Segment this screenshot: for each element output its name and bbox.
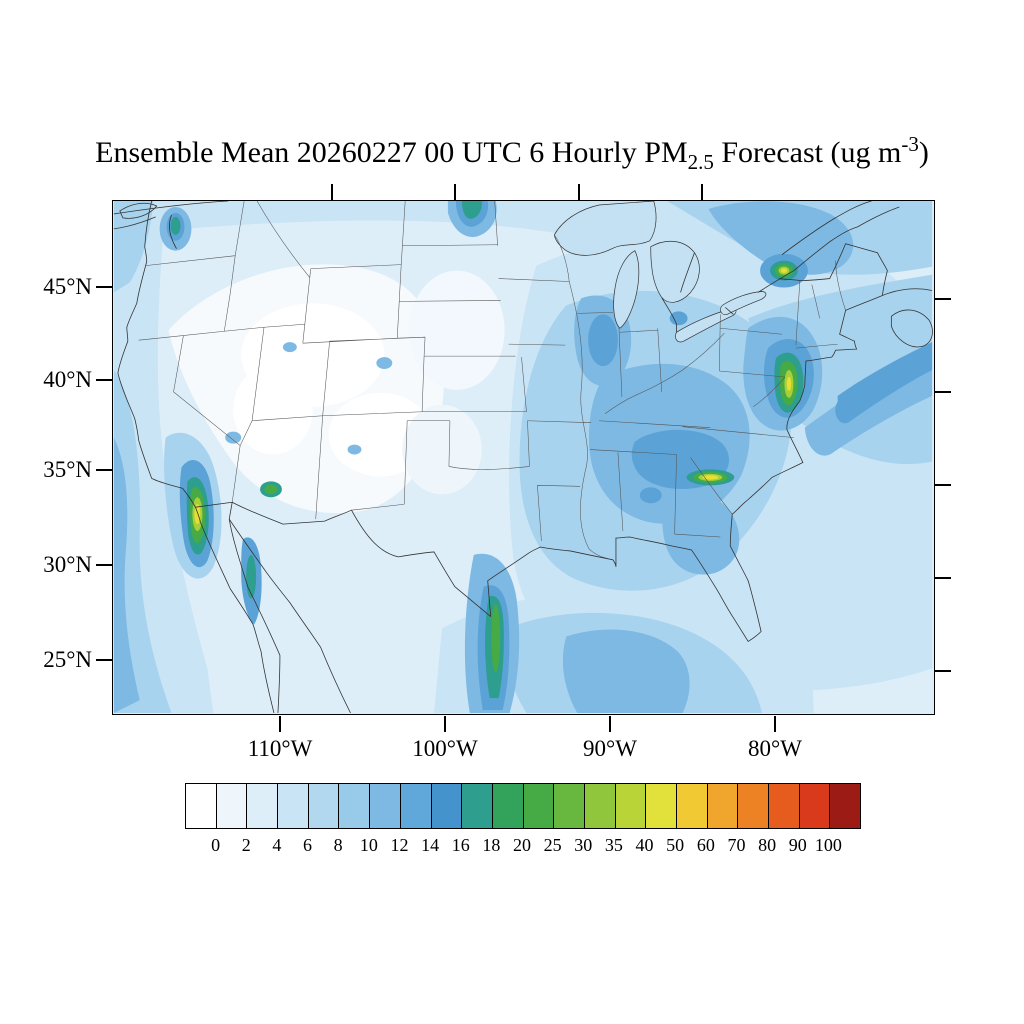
lon-label: 90°W <box>583 736 637 761</box>
colorbar-cell <box>308 784 340 828</box>
colorbar-cell <box>830 784 861 828</box>
lon-tick-bottom <box>609 716 611 732</box>
lon-tick-top <box>331 184 333 200</box>
colorbar-cell <box>707 784 739 828</box>
colorbar-tick-label: 80 <box>758 835 777 855</box>
lon-label: 80°W <box>748 736 802 761</box>
title-subscript: 2.5 <box>687 150 714 174</box>
colorbar-tick-label: 14 <box>421 835 440 855</box>
colorbar-tick-label: 8 <box>333 835 343 855</box>
colorbar-tick-label: 20 <box>513 835 531 855</box>
colorbar-cell <box>462 784 493 828</box>
lon-tick-top <box>701 184 703 200</box>
colorbar-cell <box>492 784 524 828</box>
colorbar-cell <box>615 784 647 828</box>
colorbar-tick-label: 60 <box>696 835 715 855</box>
lon-tick-bottom <box>444 716 446 732</box>
lon-label: 110°W <box>247 736 313 761</box>
colorbar-cell <box>216 784 248 828</box>
colorbar-tick-label: 35 <box>604 835 623 855</box>
colorbar-cell <box>677 784 708 828</box>
colorbar-cell <box>339 784 371 828</box>
colorbar-tick-label: 18 <box>482 835 501 855</box>
lat-tick-right <box>935 484 951 486</box>
colorbar-cell <box>247 784 279 828</box>
colorbar-cell <box>400 784 432 828</box>
lat-tick-right <box>935 391 951 393</box>
coastlines-borders <box>113 201 933 713</box>
map-frame <box>112 200 935 715</box>
lat-label: 40°N <box>43 367 92 392</box>
lat-tick-left <box>96 659 112 661</box>
colorbar-cell <box>370 784 401 828</box>
colorbar-cell <box>431 784 463 828</box>
colorbar-cell <box>554 784 585 828</box>
colorbar-tick-label: 50 <box>666 835 685 855</box>
lon-tick-bottom <box>774 716 776 732</box>
colorbar-tick-label: 100 <box>814 835 842 855</box>
lat-label: 25°N <box>43 647 92 672</box>
lat-tick-right <box>935 670 951 672</box>
title-suffix: ) <box>918 136 929 169</box>
lat-label: 45°N <box>43 274 92 299</box>
colorbar-tick-label: 25 <box>543 835 562 855</box>
colorbar-tick-label: 90 <box>788 835 807 855</box>
colorbar-cell <box>646 784 677 828</box>
colorbar-tick-label: 10 <box>359 835 378 855</box>
colorbar-tick-label: 12 <box>390 835 409 855</box>
lat-tick-left <box>96 286 112 288</box>
plot-title: Ensemble Mean 20260227 00 UTC 6 Hourly P… <box>0 132 1024 175</box>
title-superscript: -3 <box>901 132 919 156</box>
colorbar-cell <box>769 784 800 828</box>
lon-label: 100°W <box>412 736 478 761</box>
lat-tick-left <box>96 469 112 471</box>
conus-pm25-map <box>113 201 933 713</box>
colorbar-labels: 0 2 4 6 8 10 12 14 16 18 20 25 30 35 40 50 60 70 80 90 100 <box>185 835 859 859</box>
colorbar-cell <box>523 784 555 828</box>
colorbar-tick-label: 6 <box>303 835 313 855</box>
lat-tick-right <box>935 298 951 300</box>
colorbar-tick-label: 4 <box>272 835 282 855</box>
title-middle: Forecast (ug m <box>713 136 902 169</box>
lat-label: 35°N <box>43 457 92 482</box>
colorbar-tick-label: 2 <box>241 835 251 855</box>
lat-label: 30°N <box>43 552 92 577</box>
colorbar-cell <box>738 784 770 828</box>
great-lakes <box>553 201 767 343</box>
colorbar-cell <box>278 784 309 828</box>
pm-field <box>113 201 933 713</box>
colorbar-tick-label: 30 <box>574 835 593 855</box>
title-prefix: Ensemble Mean 20260227 00 UTC 6 Hourly P… <box>95 136 688 169</box>
colorbar-tick-label: 0 <box>211 835 221 855</box>
colorbar-tick-label: 70 <box>727 835 746 855</box>
colorbar-tick-label: 40 <box>635 835 654 855</box>
lon-tick-top <box>454 184 456 200</box>
lon-tick-top <box>578 184 580 200</box>
colorbar-cell <box>799 784 831 828</box>
lat-tick-right <box>935 577 951 579</box>
colorbar-cell <box>584 784 616 828</box>
colorbar-cell <box>186 784 217 828</box>
lat-tick-left <box>96 379 112 381</box>
state-boundaries <box>138 201 846 561</box>
colorbar <box>185 783 861 829</box>
colorbar-tick-label: 16 <box>451 835 470 855</box>
lon-tick-bottom <box>279 716 281 732</box>
lat-tick-left <box>96 564 112 566</box>
